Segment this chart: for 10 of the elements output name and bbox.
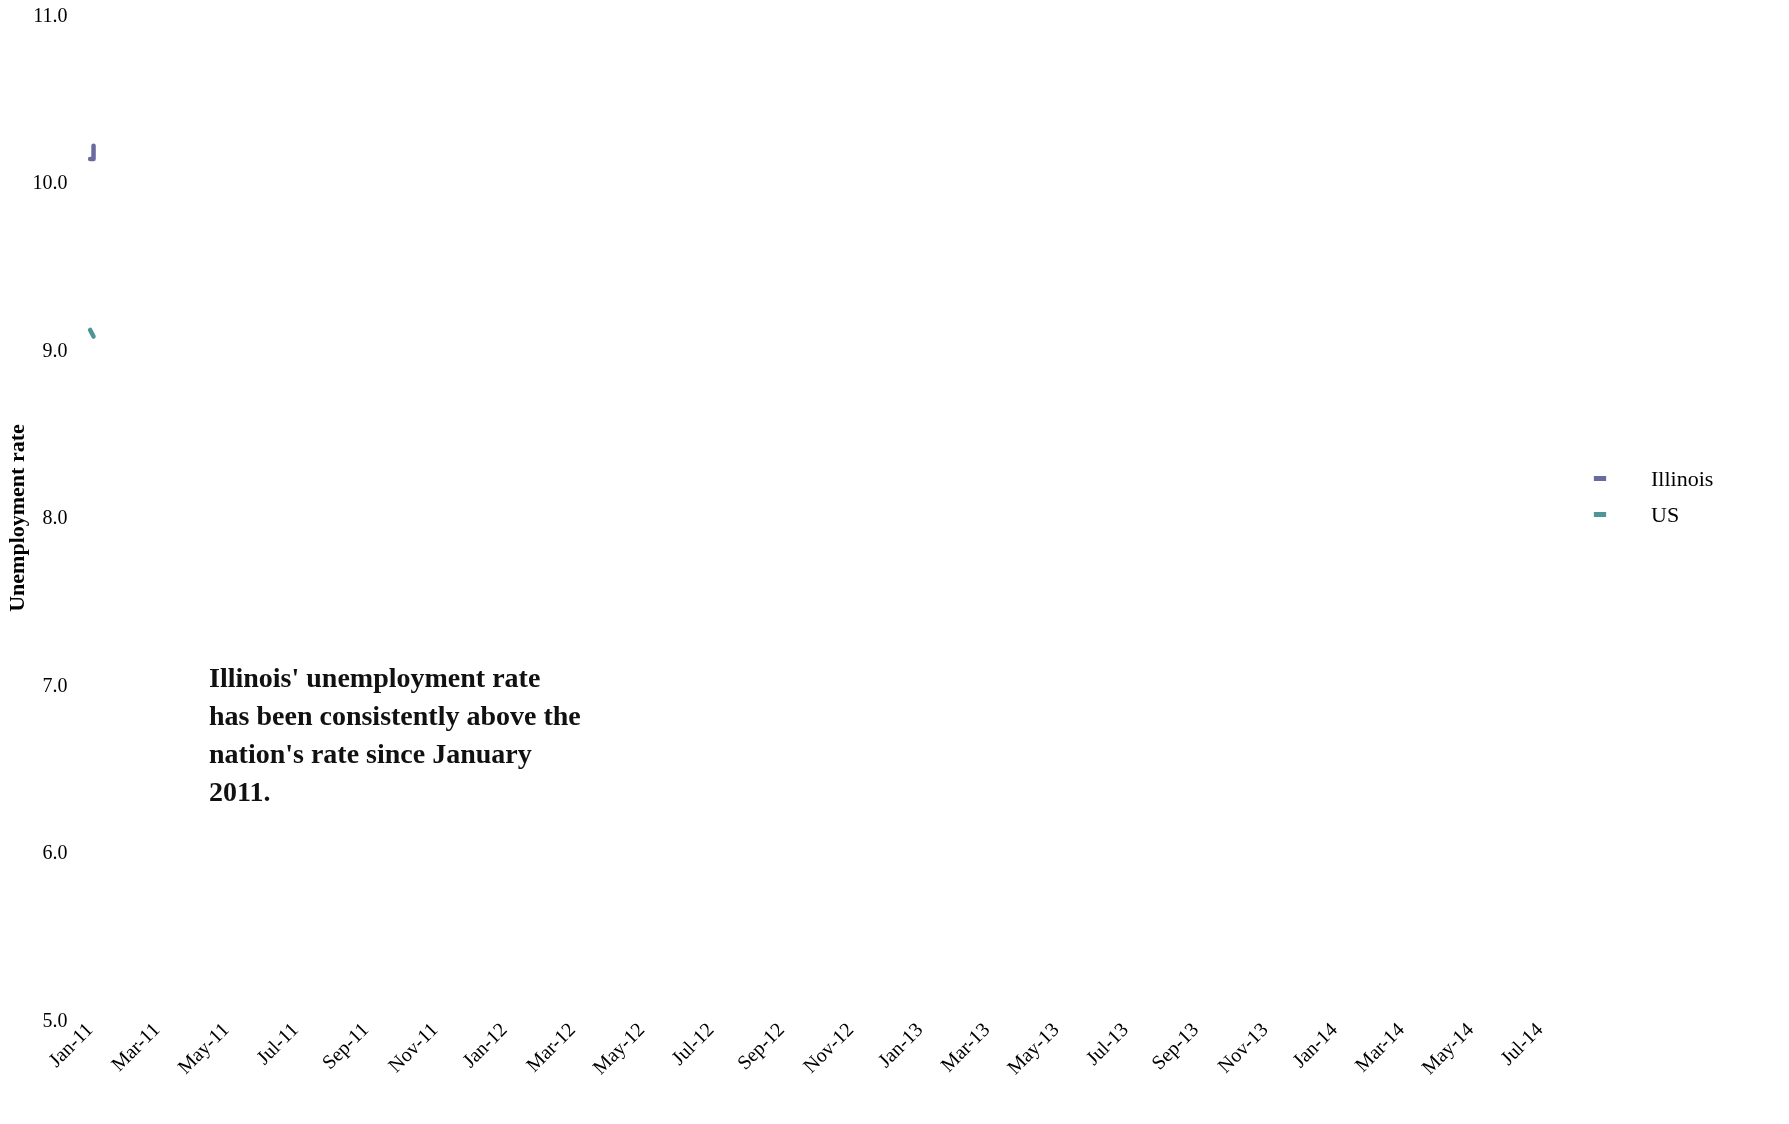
legend-label: US (1651, 501, 1680, 527)
y-tick-label: 8.0 (42, 506, 68, 528)
y-tick-label: 10.0 (32, 171, 68, 193)
y-tick-label: 9.0 (42, 338, 68, 361)
y-axis-title: Unemployment rate (3, 423, 29, 612)
legend-label: Illinois (1651, 465, 1714, 491)
y-tick-label: 11.0 (33, 3, 68, 26)
y-tick-label: 6.0 (42, 841, 68, 863)
annotation: Illinois' unemployment rate has been consistently above the nation's rate since January 2011. (209, 662, 581, 807)
y-tick-label: 7.0 (42, 673, 68, 696)
